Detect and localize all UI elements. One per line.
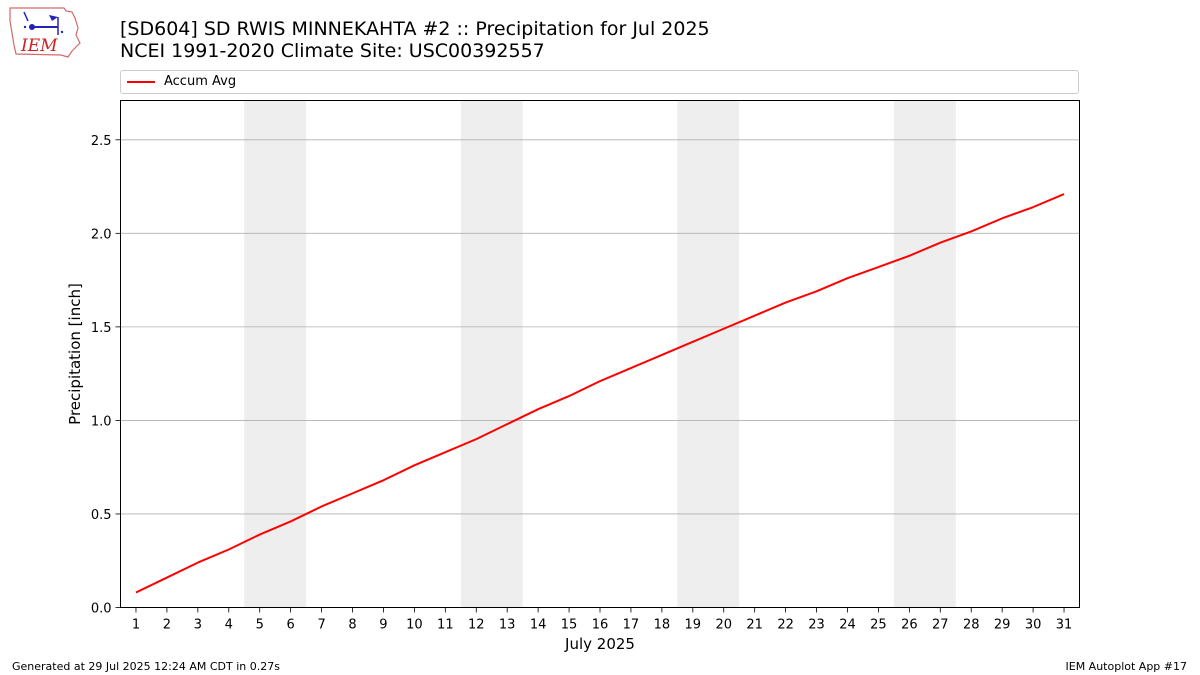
x-tick-label: 13 (499, 618, 516, 633)
x-tick-label: 30 (1025, 618, 1042, 633)
x-tick-label: 14 (530, 618, 547, 633)
x-tick-label: 21 (746, 618, 763, 633)
x-tick-label: 23 (808, 618, 825, 633)
iem-logo: IEM (6, 5, 82, 59)
y-axis-label: Precipitation [inch] (66, 283, 84, 425)
x-tick-label: 25 (870, 618, 887, 633)
x-tick-label: 26 (901, 618, 918, 633)
chart-title: [SD604] SD RWIS MINNEKAHTA #2 :: Precipi… (120, 18, 710, 40)
chart-subtitle: NCEI 1991-2020 Climate Site: USC00392557 (120, 40, 545, 62)
x-tick-label: 10 (406, 618, 423, 633)
x-tick-label: 1 (132, 618, 140, 633)
weekend-shade (677, 100, 740, 608)
y-tick-label: 1.0 (91, 414, 112, 429)
x-tick-label: 3 (194, 618, 202, 633)
x-tick-label: 5 (256, 618, 264, 633)
x-tick-label: 18 (654, 618, 671, 633)
x-tick-label: 22 (777, 618, 794, 633)
series-line-accum-avg (135, 193, 1065, 594)
x-tick-label: 8 (348, 618, 356, 633)
generated-timestamp: Generated at 29 Jul 2025 12:24 AM CDT in… (12, 660, 280, 673)
x-tick-label: 29 (994, 618, 1011, 633)
x-tick-label: 7 (317, 618, 325, 633)
weekend-shade (460, 100, 523, 608)
x-tick-label: 4 (225, 618, 233, 633)
x-tick-label: 16 (592, 618, 609, 633)
x-tick-label: 9 (379, 618, 387, 633)
logo-text: IEM (20, 36, 58, 56)
x-tick-label: 11 (437, 618, 454, 633)
legend: Accum Avg (120, 70, 1079, 94)
x-axis-label: July 2025 (564, 635, 635, 653)
x-tick-label: 19 (685, 618, 702, 633)
x-tick-label: 15 (561, 618, 578, 633)
x-tick-label: 24 (839, 618, 856, 633)
y-tick-label: 0.5 (91, 508, 112, 523)
legend-line-swatch (127, 81, 155, 83)
x-tick-label: 6 (287, 618, 295, 633)
iem-logo-graphic: IEM (9, 7, 81, 58)
x-tick-label: 28 (963, 618, 980, 633)
x-tick-label: 20 (715, 618, 732, 633)
weekend-shade (893, 100, 956, 608)
x-tick-label: 2 (163, 618, 171, 633)
y-tick-label: 1.5 (91, 321, 112, 336)
y-tick-label: 2.0 (91, 227, 112, 242)
y-tick-label: 0.0 (91, 602, 112, 617)
app-label: IEM Autoplot App #17 (1065, 660, 1188, 673)
y-tick-label: 2.5 (91, 134, 112, 149)
weekend-shade (244, 100, 307, 608)
legend-label: Accum Avg (164, 74, 237, 89)
x-tick-label: 31 (1056, 618, 1073, 633)
x-tick-label: 17 (623, 618, 640, 633)
x-tick-label: 27 (932, 618, 949, 633)
x-tick-label: 12 (468, 618, 485, 633)
